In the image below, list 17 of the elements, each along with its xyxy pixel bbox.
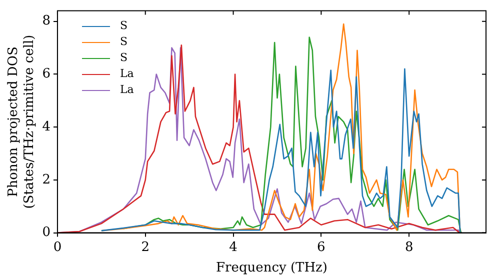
x-tick-label: 4 <box>229 240 238 255</box>
y-tick-label: 2 <box>42 172 50 188</box>
legend-label: La <box>120 66 134 82</box>
x-tick-label: 6 <box>317 240 326 255</box>
x-tick-label: 2 <box>141 240 150 255</box>
y-axis-title: Phonon projected DOS (States/THz·primitive cell) <box>6 34 37 209</box>
legend-label: S <box>120 50 128 66</box>
y-tick-label: 4 <box>42 119 50 134</box>
legend-label: S <box>120 18 128 34</box>
y-tick-label: 8 <box>42 14 50 29</box>
x-tick-label: 8 <box>404 240 414 255</box>
x-axis-title: Frequency (THz) <box>216 260 328 276</box>
y-tick-label: 6 <box>42 66 50 82</box>
legend-label: S <box>120 34 128 50</box>
y-tick-label: 0 <box>42 225 50 240</box>
legend-label: La <box>120 82 134 98</box>
x-tick-label: 0 <box>53 240 62 255</box>
